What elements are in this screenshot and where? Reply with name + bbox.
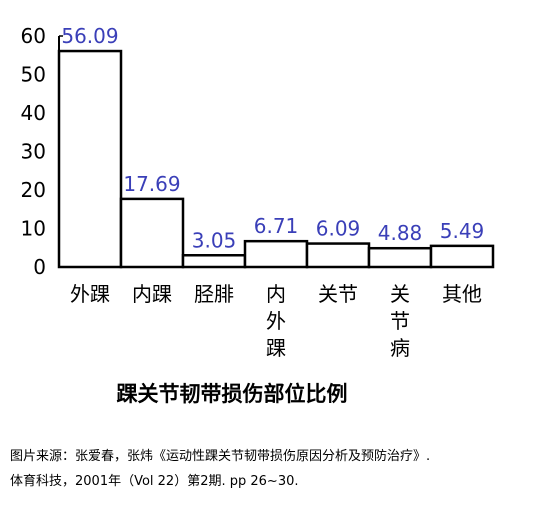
source-line-1: 图片来源：张爱春，张炜《运动性踝关节韧带损伤原因分析及预防治疗》. bbox=[10, 449, 431, 464]
bar-value-label: 5.49 bbox=[440, 219, 485, 243]
bar-value-label: 6.09 bbox=[316, 217, 361, 241]
bar-value-label: 17.69 bbox=[123, 172, 180, 196]
bar bbox=[243, 239, 309, 269]
bar bbox=[305, 242, 371, 269]
bar bbox=[429, 244, 495, 269]
y-tick-label: 30 bbox=[21, 140, 46, 164]
y-tick-label: 20 bbox=[21, 178, 46, 202]
bar bbox=[119, 197, 185, 269]
bar bbox=[57, 49, 123, 269]
y-tick-label: 10 bbox=[21, 217, 46, 241]
category-label: 关节 bbox=[318, 282, 358, 306]
category-label: 节 bbox=[390, 309, 410, 333]
bar-value-label: 4.88 bbox=[378, 221, 423, 245]
bar-value-label: 56.09 bbox=[61, 24, 118, 48]
bar bbox=[367, 246, 433, 269]
category-label: 关 bbox=[390, 282, 410, 306]
y-tick-label: 40 bbox=[21, 101, 46, 125]
y-tick-label: 60 bbox=[21, 24, 46, 48]
category-label: 其他 bbox=[442, 282, 482, 306]
category-label: 外踝 bbox=[70, 282, 110, 306]
bar-chart: 0 10 20 30 40 50 60 56.09 17.69 3.05 6.71 6.09 4.88… bbox=[21, 24, 495, 406]
bar bbox=[181, 254, 247, 269]
category-label: 内 bbox=[266, 282, 286, 306]
category-label: 病 bbox=[390, 336, 410, 360]
y-tick-label: 0 bbox=[33, 255, 46, 279]
chart-title: 踝关节韧带损伤部位比例 bbox=[117, 382, 348, 406]
bar-value-label: 3.05 bbox=[192, 228, 237, 252]
bar-value-label: 6.71 bbox=[254, 214, 299, 238]
category-label: 外 bbox=[266, 309, 286, 333]
category-label: 胫腓 bbox=[194, 282, 234, 306]
source-citation: 图片来源：张爱春，张炜《运动性踝关节韧带损伤原因分析及预防治疗》. 体育科技，2… bbox=[10, 444, 525, 494]
source-line-2: 体育科技，2001年（Vol 22）第2期. pp 26~30. bbox=[10, 474, 299, 489]
y-tick-label: 50 bbox=[21, 63, 46, 87]
category-label: 内踝 bbox=[132, 282, 172, 306]
category-label: 踝 bbox=[266, 336, 286, 360]
